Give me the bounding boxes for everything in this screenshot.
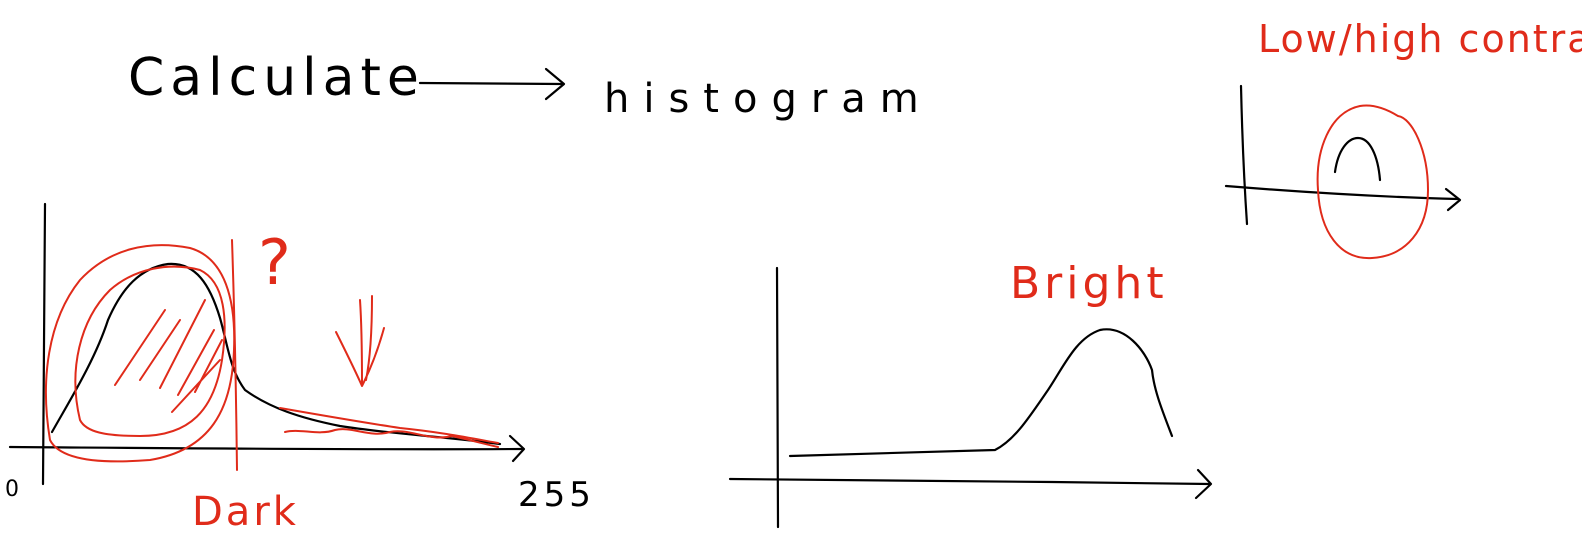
contrast-histogram-y-axis [1239,84,1249,226]
bright-histogram: Bright [728,258,1213,529]
bright-histogram-curve [788,328,1174,458]
dark-histogram-inner-loop [74,265,226,437]
heading-left-word: Calculate [128,48,425,108]
dark-histogram-max-label: 255 [518,475,595,515]
bright-histogram-y-axis [775,266,780,529]
heading-arrow-head [544,67,566,101]
contrast-histogram-caption: Low/high contrast [1258,17,1582,61]
dark-histogram-curve [50,262,502,446]
dark-histogram-hatching [114,299,223,413]
dark-histogram: 0 255 ? Dark [5,202,595,535]
dark-histogram-tail-scribble [279,407,499,448]
heading-right-word: histogram [604,76,933,122]
heading: Calculate histogram [128,48,933,122]
heading-arrow-shaft [418,81,564,86]
dark-histogram-outer-loop [44,244,236,463]
dark-histogram-y-axis [41,202,47,486]
contrast-histogram-x-arrowhead [1444,187,1462,212]
bright-histogram-caption: Bright [1010,258,1168,309]
contrast-histogram-loop [1316,104,1429,260]
contrast-histogram: Low/high contrast [1224,17,1582,260]
bright-histogram-x-axis [728,477,1212,486]
dark-histogram-origin-label: 0 [5,477,19,502]
dark-histogram-caption: Dark [192,489,299,535]
dark-histogram-x-axis [8,445,524,451]
bright-histogram-x-arrowhead [1194,468,1213,500]
contrast-histogram-curve [1333,136,1382,182]
dark-histogram-x-arrowhead [508,434,526,463]
dark-histogram-down-arrow [335,295,385,387]
contrast-histogram-x-axis [1224,184,1460,201]
dark-histogram-question-mark: ? [258,226,291,299]
dark-histogram-cutoff-line [231,239,238,471]
